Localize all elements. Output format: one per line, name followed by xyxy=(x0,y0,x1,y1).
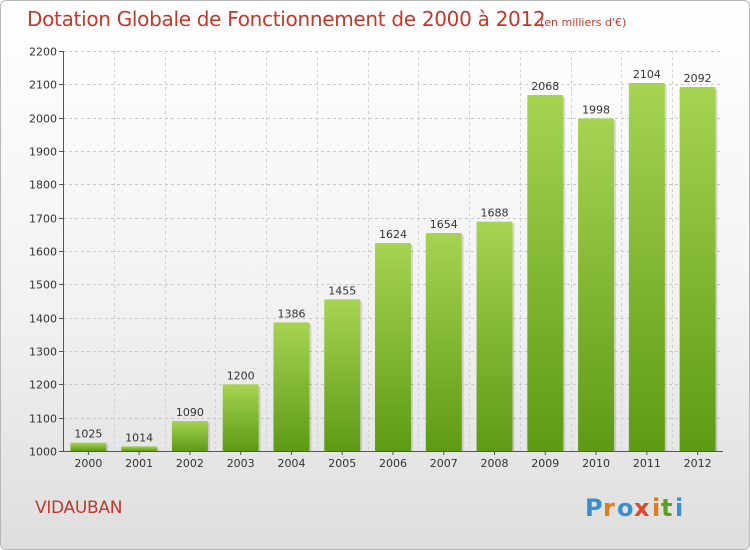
bar xyxy=(476,221,513,451)
chart-subtitle: (en milliers d'€) xyxy=(540,16,627,29)
logo-letter: r xyxy=(603,494,615,522)
data-label: 1455 xyxy=(328,284,356,297)
bar xyxy=(121,446,158,451)
y-tick-label: 1100 xyxy=(29,413,57,426)
y-tick-label: 2000 xyxy=(29,113,57,126)
data-label: 1014 xyxy=(125,431,153,444)
y-tick-label: 2100 xyxy=(29,79,57,92)
data-label: 2068 xyxy=(531,80,559,93)
bar xyxy=(527,95,564,451)
x-tick-label: 2006 xyxy=(379,457,407,470)
bar xyxy=(375,243,411,451)
y-tick-label: 1200 xyxy=(29,379,57,392)
bar xyxy=(679,87,716,451)
data-label: 2092 xyxy=(684,72,712,85)
y-tick-label: 1900 xyxy=(29,146,57,159)
data-label: 1624 xyxy=(379,228,407,241)
x-tick-label: 2004 xyxy=(277,457,305,470)
y-tick-label: 1400 xyxy=(29,313,57,326)
y-tick-label: 1700 xyxy=(29,213,57,226)
logo-letter: P xyxy=(585,494,603,522)
logo-letter: i xyxy=(675,494,683,522)
bar xyxy=(273,322,310,451)
y-tick-label: 1600 xyxy=(29,246,57,259)
data-labels: 1025 1014 1090 1200 1386 1455 1624 1654 1688 2068… xyxy=(74,68,711,444)
logo-letter: o xyxy=(617,494,634,522)
bar xyxy=(222,384,259,451)
chart-title: Dotation Globale de Fonctionnement de 20… xyxy=(27,7,546,31)
x-tick-label: 2000 xyxy=(74,457,102,470)
data-label: 1090 xyxy=(176,406,204,419)
y-tick-label: 1000 xyxy=(29,446,57,459)
logo-letter: i xyxy=(652,494,660,522)
data-label: 1998 xyxy=(582,103,610,116)
bars xyxy=(70,83,718,451)
bar xyxy=(425,233,462,451)
x-tick-label: 2001 xyxy=(125,457,153,470)
bar xyxy=(578,118,615,451)
data-label: 1200 xyxy=(227,369,255,382)
logo-letter: t xyxy=(661,494,672,522)
bar xyxy=(324,299,361,451)
bar xyxy=(70,442,107,451)
data-label: 1654 xyxy=(430,218,458,231)
axes: 1000 1100 1200 1300 1400 1500 1600 1700 1800 1900… xyxy=(29,46,723,470)
y-tick-label: 1800 xyxy=(29,179,57,192)
bar xyxy=(171,421,208,451)
y-tick-label: 2200 xyxy=(29,46,57,59)
x-tick-label: 2008 xyxy=(481,457,509,470)
logo-letter: x xyxy=(634,494,650,522)
x-tick-label: 2002 xyxy=(176,457,204,470)
x-tick-label: 2012 xyxy=(684,457,712,470)
x-tick-label: 2010 xyxy=(582,457,610,470)
data-label: 1386 xyxy=(277,307,305,320)
x-tick-label: 2003 xyxy=(227,457,255,470)
x-tick-label: 2011 xyxy=(633,457,661,470)
data-label: 2104 xyxy=(633,68,661,81)
x-tick-label: 2007 xyxy=(430,457,458,470)
x-tick-label: 2009 xyxy=(531,457,559,470)
y-tick-label: 1300 xyxy=(29,346,57,359)
data-label: 1688 xyxy=(481,207,509,220)
y-tick-label: 1500 xyxy=(29,279,57,292)
x-tick-label: 2005 xyxy=(328,457,356,470)
commune-name: VIDAUBAN xyxy=(35,498,123,518)
data-label: 1025 xyxy=(74,428,102,441)
bar xyxy=(628,83,665,451)
